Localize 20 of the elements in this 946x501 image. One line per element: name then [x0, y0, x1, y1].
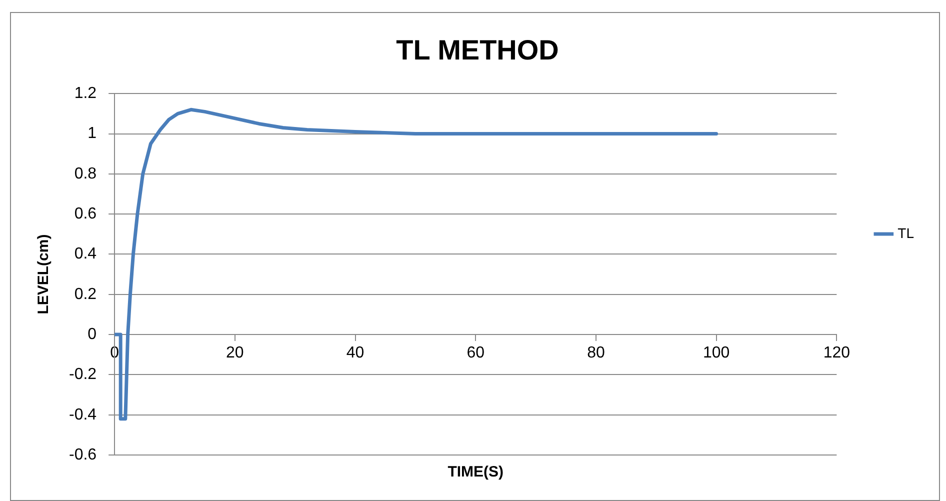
y-tick-label: 0: [88, 326, 97, 343]
x-axis-title: TIME(S): [448, 464, 504, 481]
y-tick-label: 0.8: [74, 165, 97, 182]
y-tick-label: 0.2: [74, 286, 97, 303]
x-tick-label: 20: [226, 344, 244, 362]
x-tick-label: 80: [587, 344, 605, 362]
y-tick-label: -0.6: [68, 446, 97, 464]
y-tick-label: 1: [88, 125, 97, 142]
y-tick-label: 0.4: [74, 246, 97, 263]
chart-title: TL METHOD: [396, 34, 559, 66]
y-tick-label: 1.2: [74, 85, 97, 102]
y-tick-label: -0.4: [68, 406, 97, 424]
y-tick-label: 0.6: [74, 205, 97, 222]
x-tick-label: 120: [823, 344, 850, 362]
x-tick-label: 60: [466, 344, 485, 362]
x-tick-label: 40: [346, 344, 364, 362]
y-axis-title: LEVEL(cm): [35, 234, 52, 314]
legend-label: TL: [898, 224, 914, 241]
x-tick-label: 100: [702, 344, 730, 362]
y-tick-label: -0.2: [68, 366, 97, 384]
